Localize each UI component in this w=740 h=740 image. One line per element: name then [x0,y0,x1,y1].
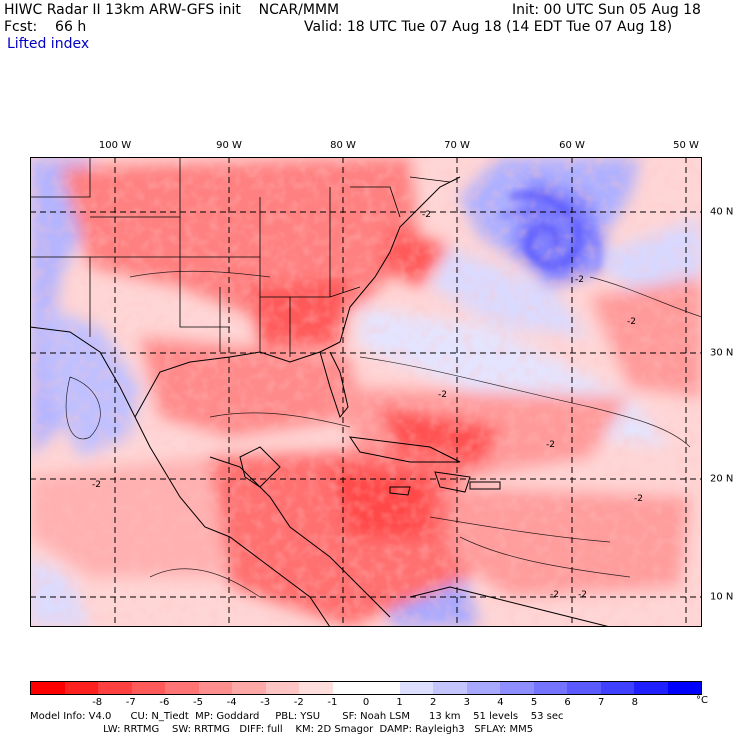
color-swatch [131,682,165,694]
political-borders [30,157,451,357]
lat-label-40n: 40 N [710,206,734,218]
model-info-line1: Model Info: V4.0 CU: N_Tiedt MP: Goddard… [30,711,564,722]
contour-label: -2 [575,275,584,285]
color-scale-tick-label: 2 [430,697,437,708]
color-scale-tick-label: -7 [125,697,136,708]
color-scale-tick-label: -2 [293,697,304,708]
header-init: Init: 00 UTC Sun 05 Aug 18 [512,2,701,18]
color-scale-tick-label: 5 [530,697,538,708]
color-swatch [600,682,634,694]
color-scale-tick-label: -8 [92,697,103,708]
color-scale-tick-label: -3 [260,697,271,708]
color-swatch [567,682,601,694]
color-swatch [31,682,65,694]
color-swatch [232,682,266,694]
lon-label-80w: 80 W [330,140,356,151]
color-swatch [500,682,534,694]
contour-label: -2 [92,480,101,490]
contour-label: -2 [578,590,587,600]
color-scale-tick-label: -5 [193,697,203,708]
model-info-line2: LW: RRTMG SW: RRTMG DIFF: full KM: 2D Sm… [30,724,534,735]
color-scale-tick-label: 3 [463,697,470,708]
lon-label-100w: 100 W [98,140,132,151]
color-scale-tick-label: -6 [159,697,170,708]
lifted-index-map: -2 -2 -2 -2 -2 -2 -2 -2 -2 [30,157,702,627]
contour-lines [65,270,702,598]
contour-label: -2 [550,590,559,600]
color-swatch [399,682,433,694]
color-swatch [64,682,98,694]
color-swatch [198,682,232,694]
contour-label: -2 [438,390,447,400]
color-swatch [299,682,333,694]
contour-label: -2 [627,317,636,327]
color-swatch [634,682,668,694]
color-swatch [433,682,467,694]
lat-label-20n: 20 N [710,473,734,485]
lat-label-10n: 10 N [710,591,734,603]
lat-lon-grid [30,157,702,627]
lon-label-70w: 70 W [444,140,470,151]
color-scale-tick-label: 4 [497,697,504,708]
color-scale-tick-label: 0 [362,697,370,708]
color-scale-tick-label: 6 [564,697,571,708]
color-swatch [332,682,366,694]
color-scale-tick-label: 7 [598,697,605,708]
color-scale-bar [30,681,702,695]
color-scale-tick-label: -1 [327,697,338,708]
lon-label-60w: 60 W [559,140,585,151]
color-scale-unit: °C [696,695,708,706]
convective-speckle [30,157,702,627]
color-swatch [366,682,400,694]
header-valid: Valid: 18 UTC Tue 07 Aug 18 (14 EDT Tue … [304,19,673,35]
color-scale-tick-label: 8 [631,697,638,708]
lon-label-50w: 50 W [673,140,699,151]
field-name: Lifted index [7,36,90,52]
contour-label: -2 [634,494,643,504]
header-title: HIWC Radar II 13km ARW-GFS init NCAR/MMM [4,2,340,18]
color-swatch [98,682,132,694]
contour-label: -2 [422,210,431,220]
lon-label-90w: 90 W [216,140,242,151]
lat-label-30n: 30 N [710,347,734,359]
contour-label: -2 [546,440,555,450]
header-forecast: Fcst: 66 h [4,19,87,35]
color-scale-tick-label: -4 [226,697,237,708]
color-swatch [667,682,701,694]
color-scale-tick-label: 1 [396,697,403,708]
color-swatch [533,682,567,694]
color-swatch [265,682,299,694]
color-swatch [466,682,500,694]
color-swatch [165,682,199,694]
coastlines [30,176,611,627]
